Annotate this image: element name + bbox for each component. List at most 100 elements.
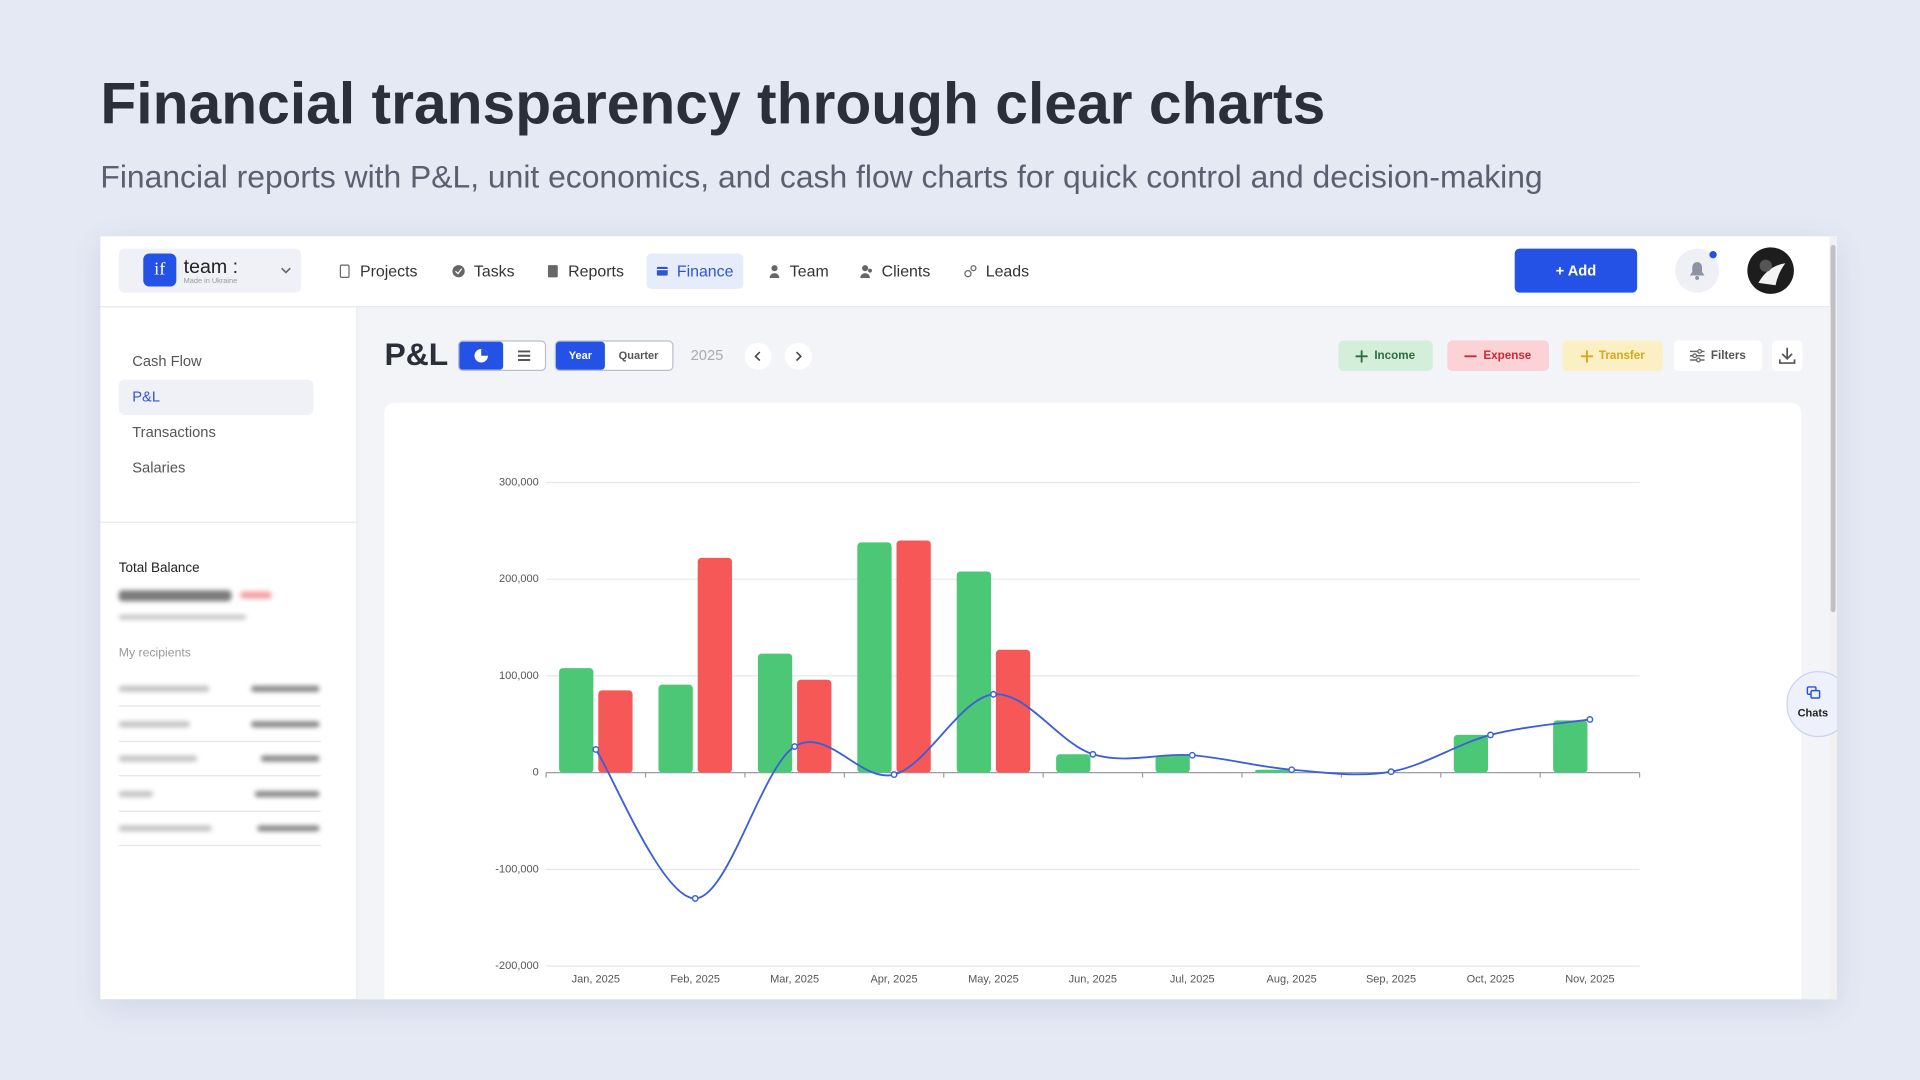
chart: -200,000 -100,000 0 100,000 200,000 300,000 Ja… <box>495 476 1641 986</box>
nav-icon <box>860 265 872 278</box>
scrollbar <box>1829 236 1837 1000</box>
chats-button[interactable]: Chats <box>1786 671 1837 738</box>
sidebar-border <box>356 307 358 1000</box>
profit-point <box>890 771 898 779</box>
transfer-button[interactable]: Transfer <box>1562 340 1663 372</box>
expense-button[interactable]: Expense <box>1447 340 1549 372</box>
profit-point <box>1188 751 1196 759</box>
profit-point <box>1288 766 1296 774</box>
balance-change <box>240 591 272 599</box>
table-view-button[interactable] <box>503 342 545 370</box>
x-tick-label: Apr, 2025 <box>870 974 917 986</box>
scroll-thumb[interactable] <box>1830 244 1836 613</box>
x-tick-label: Feb, 2025 <box>670 974 720 986</box>
nav-item[interactable]: Reports <box>536 253 633 289</box>
nav-item[interactable]: Team <box>758 253 839 289</box>
filters-button[interactable]: Filters <box>1673 340 1763 372</box>
sidebar-divider <box>100 521 357 523</box>
period-year[interactable]: Year <box>555 341 605 370</box>
y-tick-label: 100,000 <box>499 670 539 682</box>
prev-button[interactable] <box>743 342 772 371</box>
profit-point <box>791 743 799 750</box>
nav-icon <box>769 265 780 278</box>
profit-point <box>592 746 600 753</box>
balance-label: Total Balance <box>118 560 200 576</box>
recipient-amount <box>251 720 320 727</box>
chats-label: Chats <box>1797 706 1829 719</box>
nav-label: Tasks <box>473 262 515 281</box>
bar <box>896 540 931 773</box>
recipient-name <box>118 720 190 727</box>
bar <box>995 649 1031 773</box>
x-tick-label: Jun, 2025 <box>1069 974 1117 986</box>
profit-point <box>1487 731 1494 739</box>
year-label: 2025 <box>690 346 724 364</box>
expense-label: Expense <box>1483 348 1532 363</box>
recipient-name <box>118 790 154 797</box>
x-tick-label: Jan, 2025 <box>572 974 620 986</box>
profit-point <box>1387 768 1395 776</box>
bar <box>1254 769 1290 773</box>
nav-icon <box>656 266 668 276</box>
recipient-amount <box>254 790 320 797</box>
y-tick-label: 300,000 <box>499 476 539 488</box>
recipient-divider <box>118 705 321 707</box>
x-tick-label: Mar, 2025 <box>770 974 819 986</box>
recipient-name <box>118 825 212 832</box>
bar <box>559 668 594 773</box>
next-button[interactable] <box>784 342 813 371</box>
avatar[interactable] <box>1746 246 1795 295</box>
view-toggle <box>457 340 547 372</box>
nav-item[interactable]: Finance <box>646 253 744 289</box>
nav-item[interactable]: Clients <box>850 253 940 289</box>
recipient-amount <box>251 685 320 692</box>
y-tick-label: 200,000 <box>499 573 539 585</box>
recipient-name <box>118 685 210 692</box>
period-quarter[interactable]: Quarter <box>618 348 659 362</box>
menu-item[interactable]: P&L <box>118 379 314 416</box>
menu-item[interactable]: Salaries <box>132 459 186 477</box>
download-button[interactable] <box>1771 340 1803 372</box>
recipient-amount <box>257 825 320 832</box>
nav-label: Projects <box>360 262 418 281</box>
add-button[interactable]: + Add <box>1514 248 1638 293</box>
income-button[interactable]: Income <box>1338 340 1433 372</box>
transfer-label: Transfer <box>1598 348 1645 363</box>
page-title: Financial transparency through clear cha… <box>100 72 1326 138</box>
notifications[interactable] <box>1673 246 1722 295</box>
recipient-amount <box>260 755 320 762</box>
logo-box[interactable]: if team : Made in Ukraine <box>118 248 302 293</box>
bar <box>658 684 693 773</box>
y-tick-label: -100,000 <box>495 863 539 875</box>
nav-icon <box>964 265 977 278</box>
profit-point <box>691 894 699 902</box>
x-tick-label: Nov, 2025 <box>1565 974 1614 986</box>
y-tick-label: 0 <box>533 767 539 779</box>
bar <box>1553 720 1588 773</box>
x-tick-label: Sep, 2025 <box>1366 974 1416 986</box>
filters-label: Filters <box>1710 348 1746 363</box>
profit-line <box>595 693 1591 900</box>
menu-item[interactable]: Cash Flow <box>132 352 202 370</box>
nav-label: Clients <box>881 262 931 281</box>
nav-item[interactable]: Projects <box>328 253 427 289</box>
nav-label: Team <box>789 262 829 281</box>
recipient-divider <box>118 740 321 742</box>
chats-icon <box>1806 686 1821 699</box>
nav-item[interactable]: Leads <box>954 253 1039 289</box>
nav-label: Finance <box>676 262 734 281</box>
income-label: Income <box>1374 348 1416 363</box>
page-subtitle: Financial reports with P&L, unit economi… <box>100 157 1543 195</box>
nav-icon <box>339 264 350 278</box>
balance-value <box>118 590 232 602</box>
nav-item[interactable]: Tasks <box>442 253 524 289</box>
bar <box>857 542 892 773</box>
nav-icon <box>547 265 558 278</box>
topbar-border <box>100 306 1837 308</box>
chart-view-button[interactable] <box>459 341 504 370</box>
dropdown-icon <box>281 267 291 274</box>
app-window: if team : Made in Ukraine Projects Tasks R… <box>100 236 1837 1000</box>
menu-item[interactable]: Transactions <box>132 423 216 441</box>
bar <box>1155 755 1190 773</box>
